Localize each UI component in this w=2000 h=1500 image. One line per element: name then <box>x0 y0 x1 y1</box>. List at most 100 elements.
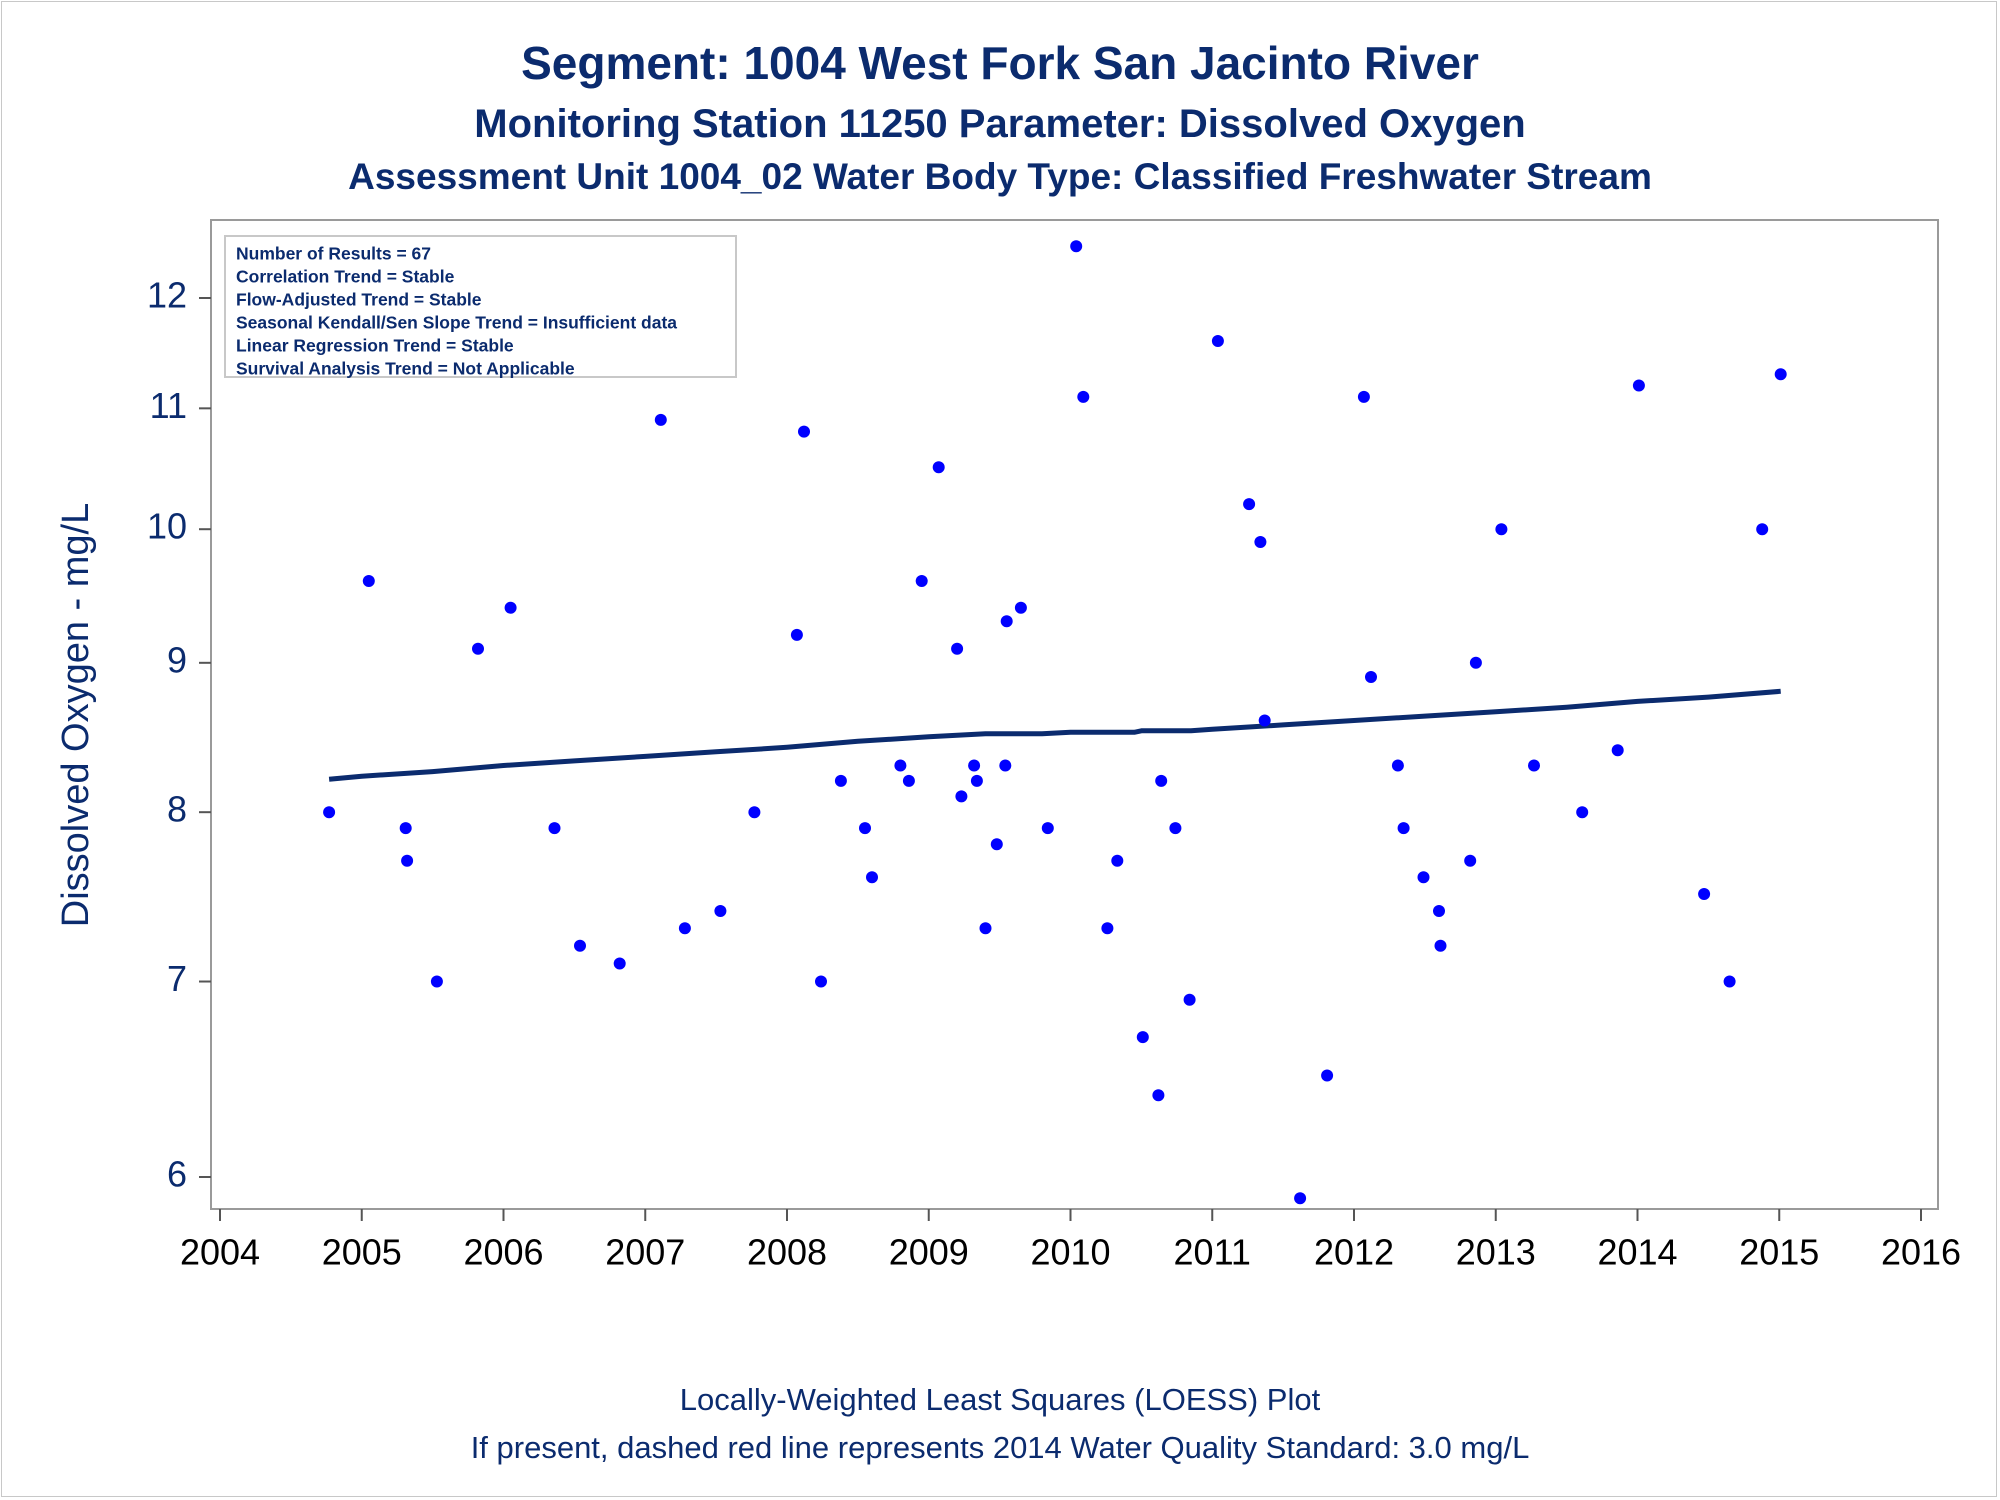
data-point <box>999 759 1012 772</box>
data-point <box>955 790 968 803</box>
data-point <box>798 425 810 438</box>
data-point <box>1136 1031 1149 1044</box>
observation-series <box>323 240 1787 1205</box>
data-point <box>915 575 928 587</box>
chart-subtitle-station: Monitoring Station 11250 Parameter: Diss… <box>474 102 1526 146</box>
data-point <box>548 822 561 835</box>
data-point <box>472 642 484 655</box>
info-box-line: Flow-Adjusted Trend = Stable <box>236 290 482 310</box>
x-tick-label: 2016 <box>1881 1232 1961 1273</box>
info-box-line: Survival Analysis Trend = Not Applicable <box>236 359 575 379</box>
data-point <box>1258 714 1271 727</box>
chart-title: Segment: 1004 West Fork San Jacinto Rive… <box>521 37 1479 89</box>
data-point <box>1698 888 1711 900</box>
data-point <box>1183 993 1196 1006</box>
data-point <box>613 957 626 970</box>
data-point <box>1469 656 1482 669</box>
data-point <box>1211 335 1224 347</box>
info-box-line: Linear Regression Trend = Stable <box>236 336 514 356</box>
loess-line <box>328 688 1781 782</box>
data-point <box>678 922 691 935</box>
data-point <box>902 774 915 787</box>
data-point <box>1433 905 1445 917</box>
data-point <box>401 854 414 867</box>
data-point <box>990 838 1003 851</box>
data-point <box>1495 523 1508 536</box>
x-tick-label: 2015 <box>1739 1232 1819 1273</box>
data-point <box>504 601 517 614</box>
data-point <box>1611 744 1624 757</box>
data-point <box>1294 1192 1307 1205</box>
data-point <box>1077 390 1090 403</box>
data-point <box>748 806 761 819</box>
data-point <box>932 461 945 474</box>
x-tick-label: 2007 <box>605 1232 685 1273</box>
y-tick-label: 12 <box>147 275 187 316</box>
x-tick-label: 2009 <box>889 1232 969 1273</box>
x-tick-label: 2006 <box>463 1232 543 1273</box>
x-tick-label: 2014 <box>1597 1232 1677 1273</box>
y-tick-label: 9 <box>167 639 187 680</box>
x-tick-label: 2013 <box>1456 1232 1536 1273</box>
data-point <box>362 575 375 587</box>
x-tick-label: 2008 <box>747 1232 827 1273</box>
x-tick-label: 2004 <box>180 1232 260 1273</box>
data-point <box>574 939 586 952</box>
data-point <box>323 806 336 819</box>
data-point <box>399 822 412 835</box>
y-tick-label: 8 <box>167 789 187 830</box>
data-point <box>1014 601 1027 614</box>
data-point <box>1000 615 1013 628</box>
y-tick-label: 10 <box>147 506 187 547</box>
data-point <box>1254 536 1267 548</box>
data-point <box>951 642 964 655</box>
footnote-standard: If present, dashed red line represents 2… <box>470 1430 1530 1465</box>
data-point <box>1528 759 1540 772</box>
data-point <box>790 628 803 641</box>
y-tick-label: 7 <box>167 958 187 999</box>
y-tick-label: 11 <box>150 385 187 426</box>
data-point <box>1632 379 1645 392</box>
chart-subtitle-assessment: Assessment Unit 1004_02 Water Body Type:… <box>348 156 1652 197</box>
data-point <box>1152 1089 1165 1102</box>
y-axis: 6 7 8 9 10 11 12 <box>147 275 211 1195</box>
data-point <box>1243 498 1256 511</box>
x-axis: 2004 2005 2006 2007 2008 2009 2010 2011 2012 2013… <box>180 1209 1961 1273</box>
data-point <box>430 975 443 988</box>
x-tick-label: 2010 <box>1030 1232 1110 1273</box>
data-point <box>1723 975 1736 988</box>
data-point <box>1169 822 1182 835</box>
data-point <box>970 774 983 787</box>
data-point <box>859 822 871 835</box>
x-tick-label: 2011 <box>1174 1232 1251 1273</box>
data-point <box>1417 871 1430 884</box>
data-point <box>714 905 727 917</box>
data-point <box>654 413 667 426</box>
info-box: Number of Results = 67 Correlation Trend… <box>224 235 737 379</box>
data-point <box>866 871 878 884</box>
data-point <box>979 922 992 935</box>
info-box-border <box>224 235 737 378</box>
data-point <box>815 975 827 988</box>
data-point <box>834 774 847 787</box>
x-tick-label: 2012 <box>1314 1232 1394 1273</box>
data-point <box>1576 806 1589 819</box>
x-tick-label: 2005 <box>322 1232 402 1273</box>
data-point <box>1434 939 1447 952</box>
data-point <box>1391 759 1404 772</box>
data-point <box>1357 390 1370 403</box>
data-point <box>1111 854 1124 867</box>
data-point <box>968 759 981 772</box>
data-point <box>894 759 907 772</box>
data-point <box>1041 822 1054 835</box>
data-point <box>1070 240 1083 253</box>
loess-series <box>328 688 1781 782</box>
data-point <box>1397 822 1410 835</box>
footnote-method: Locally-Weighted Least Squares (LOESS) P… <box>679 1382 1321 1417</box>
y-axis-title: Dissolved Oxygen - mg/L <box>55 503 97 928</box>
info-box-line: Seasonal Kendall/Sen Slope Trend = Insuf… <box>236 313 677 333</box>
plot-area <box>210 219 1939 1210</box>
data-point <box>1756 523 1769 536</box>
